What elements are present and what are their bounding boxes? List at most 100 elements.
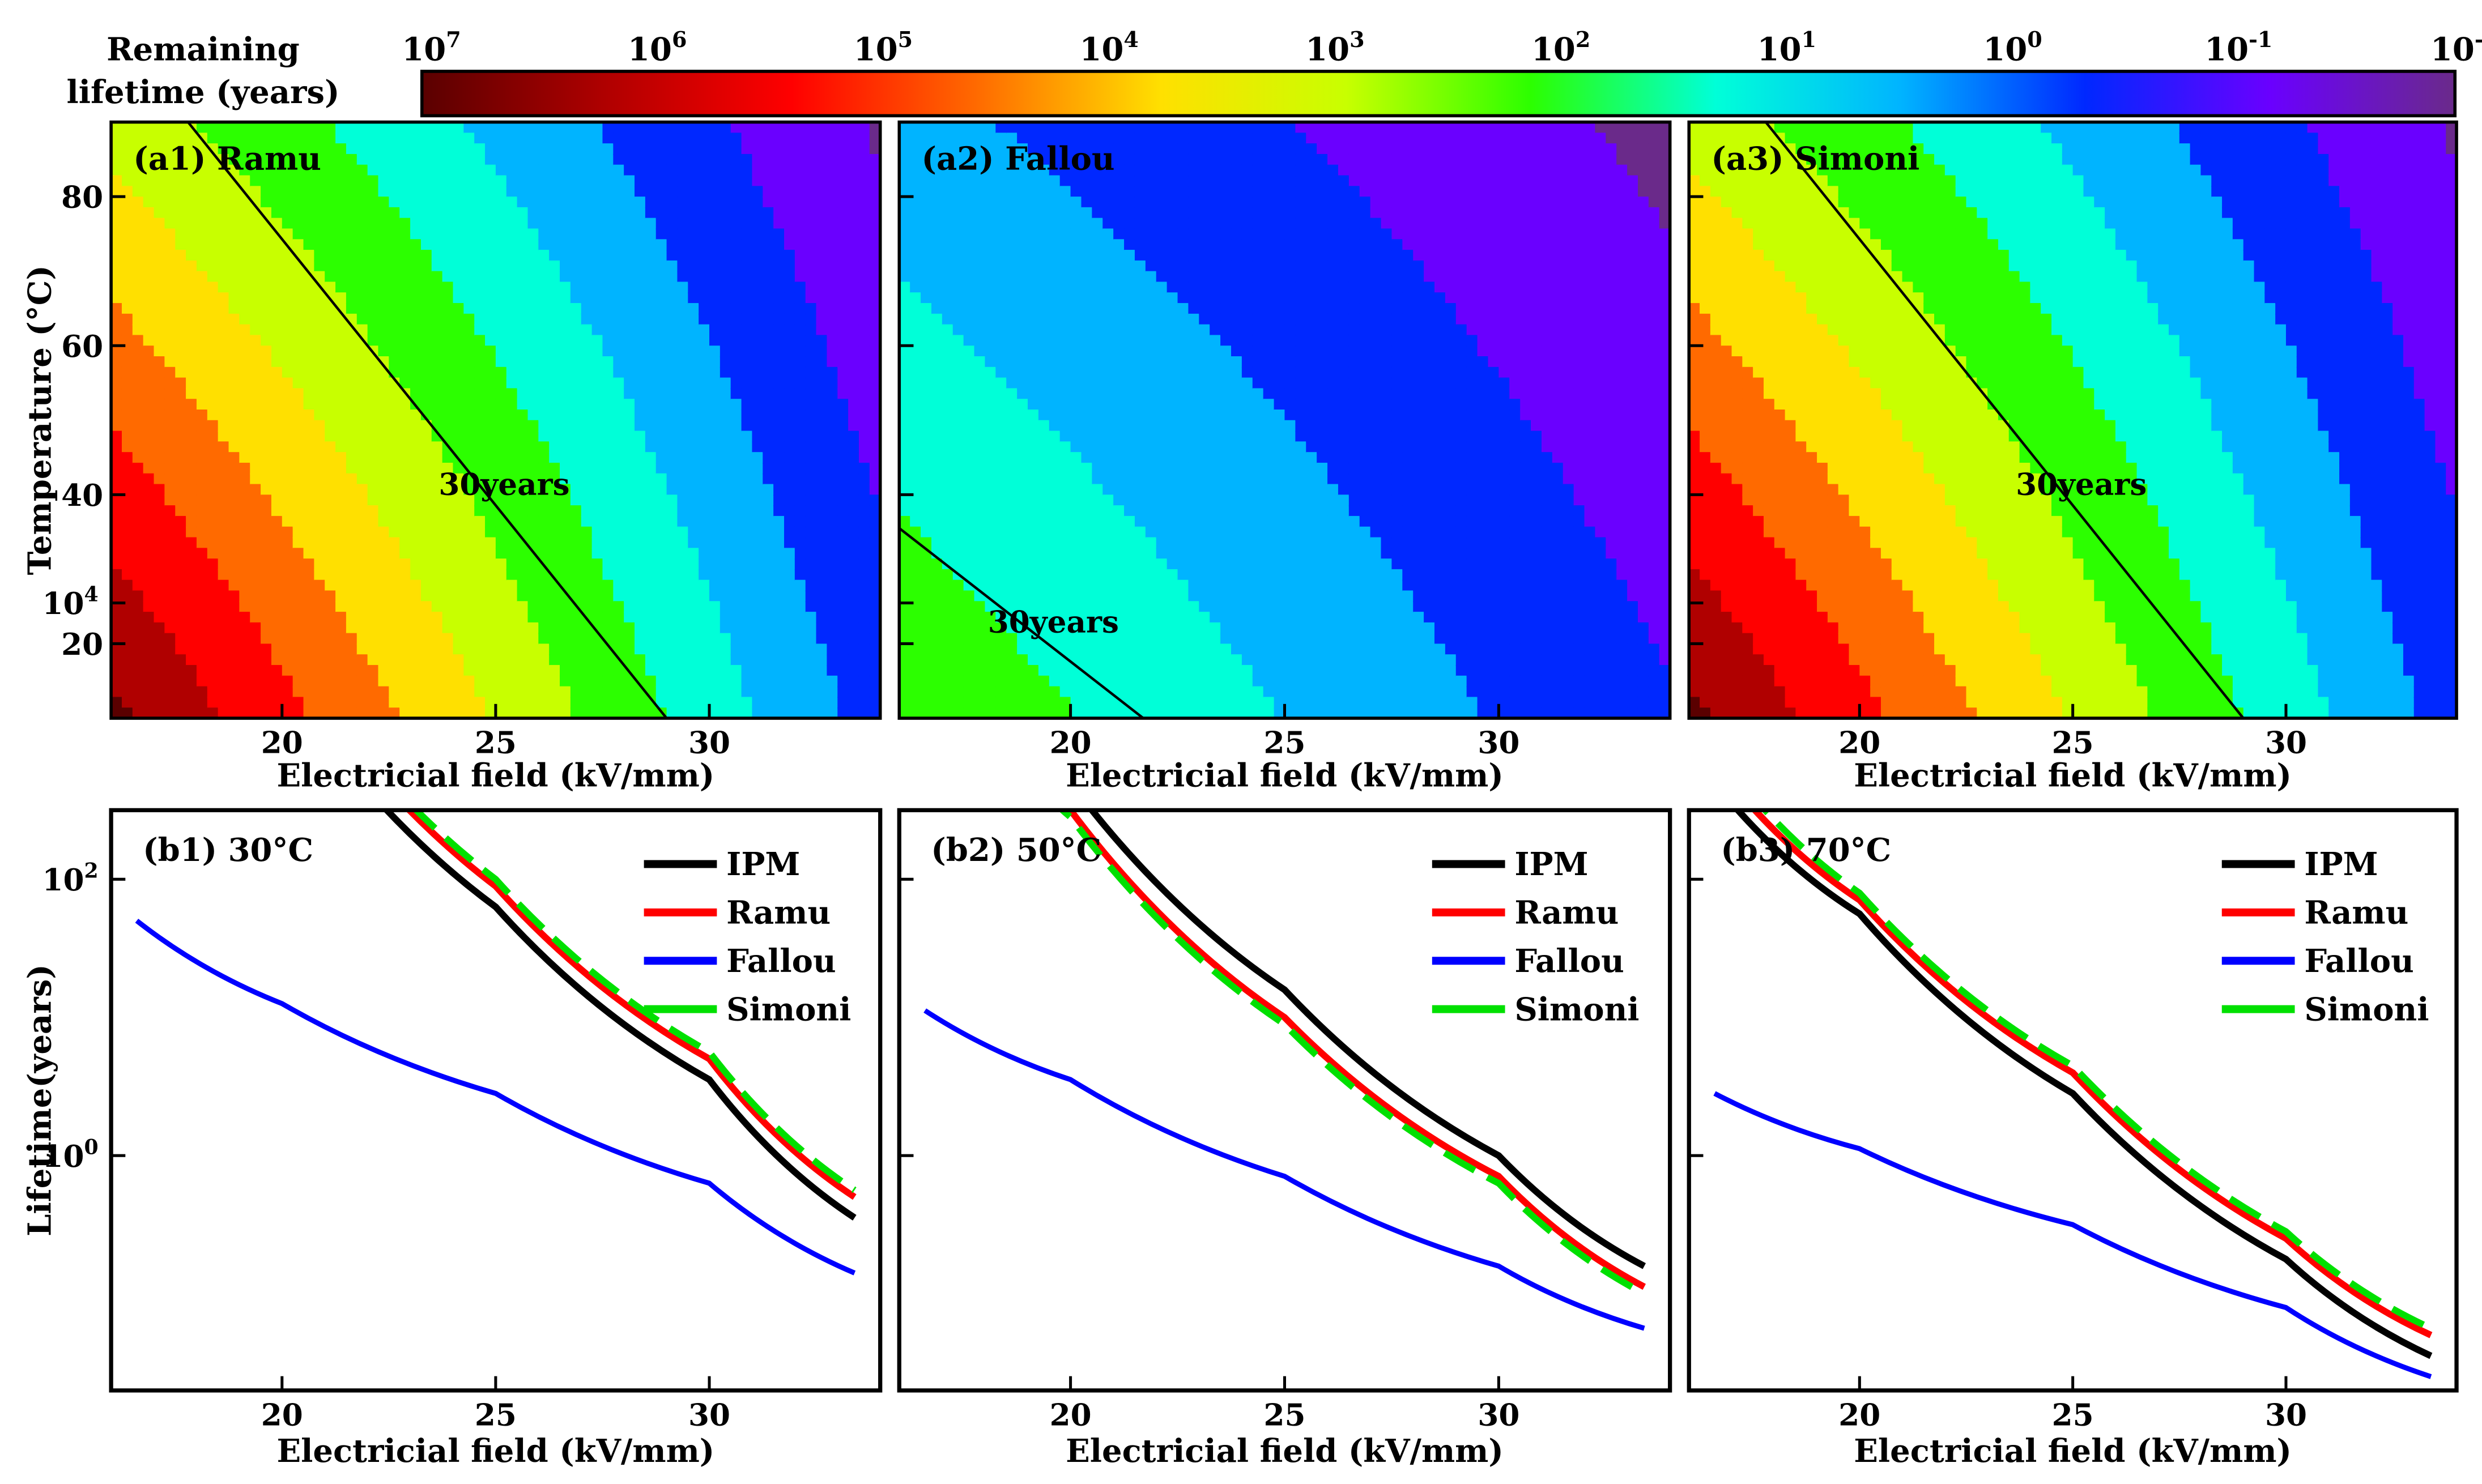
heatmap-cell [261, 430, 273, 443]
heatmap-cell [1059, 197, 1072, 208]
heatmap-cell [709, 675, 721, 688]
heatmap-cell [410, 548, 422, 560]
heatmap-cell [995, 409, 1007, 421]
heatmap-cell [186, 494, 198, 506]
heatmap-cell [741, 271, 753, 283]
heatmap-cell [709, 484, 721, 496]
heatmap-cell [506, 164, 518, 177]
heatmap-cell [485, 313, 497, 326]
heatmap-cell [154, 175, 166, 187]
heatmap-cell [773, 122, 785, 134]
heatmap-cell [292, 420, 305, 432]
heatmap-cell [132, 356, 144, 368]
heatmap-cell [207, 697, 219, 709]
heatmap-cell [538, 548, 550, 560]
heatmap-cell [506, 441, 518, 453]
heatmap-cell [121, 271, 134, 283]
heatmap-cell [688, 239, 700, 251]
heatmap-cell [688, 558, 700, 570]
heatmap-cell [752, 643, 764, 655]
heatmap-cell [869, 250, 880, 262]
heatmap-cell [624, 462, 636, 475]
heatmap-cell [271, 675, 283, 688]
heatmap-cell [292, 526, 305, 539]
heatmap-cell [549, 313, 561, 326]
heatmap-cell [517, 218, 529, 230]
heatmap-cell [218, 462, 230, 475]
heatmap-cell [931, 505, 943, 517]
heatmap-cell [963, 218, 976, 230]
heatmap-cell [899, 399, 911, 411]
heatmap-cell [325, 239, 337, 251]
heatmap-cell [921, 612, 933, 624]
heatmap-cell [848, 250, 860, 262]
contour-label-a1: 30years [438, 466, 569, 502]
heatmap-cell [655, 484, 668, 496]
heatmap-cell [239, 579, 251, 592]
heatmap-cell [763, 675, 774, 688]
heatmap-cell [613, 579, 625, 592]
heatmap-cell [730, 356, 743, 368]
heatmap-cell [389, 260, 401, 272]
heatmap-cell [613, 569, 625, 581]
heatmap-cell [111, 473, 123, 485]
heatmap-cell [1038, 462, 1050, 475]
heatmap-cell [1038, 558, 1050, 570]
heatmap-cell [186, 462, 198, 475]
heatmap-cell [666, 164, 679, 177]
heatmap-cell [410, 654, 422, 666]
heatmap-cell [581, 452, 593, 464]
heatmap-cell [1049, 430, 1061, 443]
heatmap-cell [655, 675, 668, 688]
colorbar-label-line2: lifetime (years) [66, 74, 339, 111]
heatmap-cell [346, 579, 358, 592]
heatmap-cell [495, 707, 508, 719]
heatmap-cell [356, 622, 369, 634]
heatmap-cell [624, 686, 636, 698]
heatmap-cell [858, 526, 871, 539]
heatmap-cell [228, 505, 241, 517]
heatmap-cell [931, 377, 943, 390]
heatmap-cell [699, 484, 710, 496]
heatmap-cell [816, 313, 828, 326]
heatmap-cell [346, 122, 358, 134]
heatmap-cell [143, 153, 155, 166]
heatmap-cell [827, 303, 838, 315]
heatmap-cell [196, 494, 208, 506]
heatmap-cell [420, 601, 433, 613]
heatmap-cell [720, 377, 732, 390]
heatmap-cell [827, 133, 838, 144]
heatmap-cell [207, 505, 219, 517]
heatmap-cell [292, 484, 305, 496]
heatmap-cell [485, 675, 497, 688]
heatmap-cell [613, 643, 625, 655]
heatmap-cell [921, 388, 933, 400]
heatmap-cell [848, 526, 860, 539]
heatmap-cell [624, 526, 636, 539]
heatmap-cell [869, 548, 880, 560]
heatmap-cell [228, 207, 241, 219]
heatmap-cell [325, 122, 337, 134]
heatmap-cell [1059, 218, 1072, 230]
heatmap-cell [645, 175, 657, 187]
heatmap-cell [325, 697, 337, 709]
heatmap-cell [517, 420, 529, 432]
heatmap-cell [591, 164, 604, 177]
heatmap-cell [271, 441, 283, 453]
heatmap-cell [410, 346, 422, 357]
heatmap-cell [261, 558, 273, 570]
heatmap-cell [931, 122, 943, 134]
heatmap-cell [143, 335, 155, 347]
heatmap-cell [974, 612, 986, 624]
colorbar-tick-1-base: 10 [628, 31, 672, 68]
heatmap-cell [506, 473, 518, 485]
heatmap-cell [121, 484, 134, 496]
heatmap-cell [250, 473, 262, 485]
heatmap-cell [356, 164, 369, 177]
heatmap-cell [186, 665, 198, 677]
heatmap-cell [1006, 143, 1018, 155]
heatmap-cell [517, 164, 529, 177]
heatmap-cell [655, 558, 668, 570]
heatmap-cell [655, 505, 668, 517]
heatmap-cell [367, 260, 380, 272]
